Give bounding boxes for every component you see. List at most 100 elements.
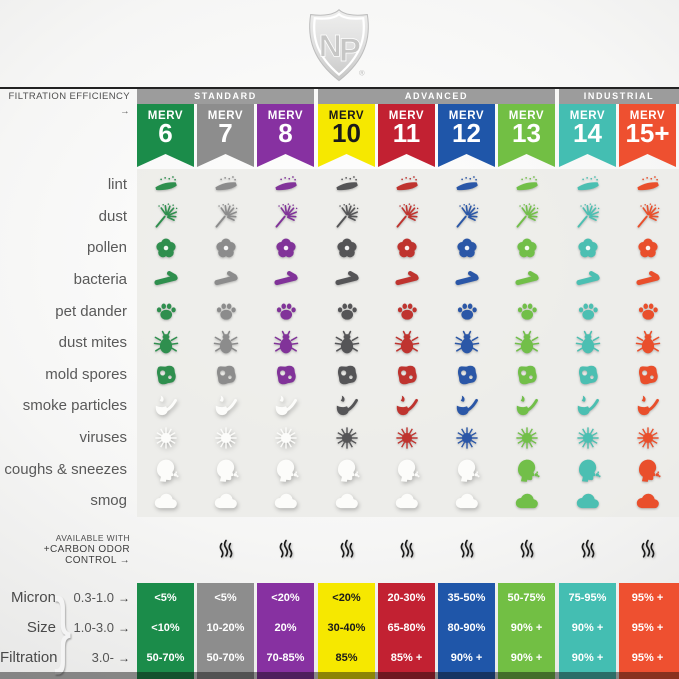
dust-icon <box>153 203 179 229</box>
bottom-shadow-bar <box>0 672 679 679</box>
dust-icon <box>213 203 239 229</box>
spec-row-label-micron: Micron <box>10 589 56 606</box>
merv-banner-12: MERV 12 <box>438 104 495 167</box>
dust-icon <box>635 203 661 229</box>
paw-icon <box>334 298 360 324</box>
merv-word: MERV <box>207 110 244 122</box>
lint-icon <box>635 172 661 198</box>
spec-value-merv-11-filtration: 85% + <box>390 652 423 664</box>
row-label-bacteria: bacteria <box>73 270 127 288</box>
sneeze-icon <box>153 457 179 483</box>
steam-icon <box>396 537 418 563</box>
spec-value-merv-11-micron: 20-30% <box>387 592 426 604</box>
steam-icon <box>456 537 478 563</box>
mite-icon <box>213 330 239 356</box>
np-shield-logo: N P ® <box>298 7 380 87</box>
virus-icon <box>273 425 299 451</box>
mold-icon <box>334 362 360 388</box>
group-band-standard: STANDARD <box>137 89 314 104</box>
cloud-icon <box>394 488 420 514</box>
spec-value-merv-10-micron: <20% <box>332 592 361 604</box>
spec-range-3: 3.0-10.0 <box>91 650 114 665</box>
spec-value-merv-6-micron: <5% <box>154 592 177 604</box>
mold-icon <box>514 362 540 388</box>
lint-icon <box>153 172 179 198</box>
cloud-icon <box>153 488 179 514</box>
pollen-icon <box>394 235 420 261</box>
pipe-icon <box>213 393 239 419</box>
pollen-icon <box>575 235 601 261</box>
paw-icon <box>394 298 420 324</box>
merv-word: MERV <box>569 110 606 122</box>
pollen-icon <box>514 235 540 261</box>
lint-icon <box>334 172 360 198</box>
virus-icon <box>514 425 540 451</box>
merv-word: MERV <box>448 110 485 122</box>
merv-number: 6 <box>158 118 173 148</box>
mite-icon <box>514 330 540 356</box>
mite-icon <box>273 330 299 356</box>
cloud-icon <box>575 488 601 514</box>
spec-value-merv-12-micron: 35-50% <box>447 592 486 604</box>
carbon-label-line2: +CARBON ODOR CONTROL → <box>43 544 130 566</box>
row-label-viruses: viruses <box>79 429 127 447</box>
bacteria-icon <box>273 267 299 293</box>
pollen-icon <box>334 235 360 261</box>
steam-icon <box>577 537 599 563</box>
mite-icon <box>153 330 179 356</box>
dust-icon <box>454 203 480 229</box>
virus-icon <box>213 425 239 451</box>
lint-icon <box>273 172 299 198</box>
merv-banner-6: MERV 6 <box>137 104 194 167</box>
spec-column-merv-10 <box>318 583 375 679</box>
merv-number: 11 <box>392 118 421 148</box>
mold-icon <box>454 362 480 388</box>
spec-value-merv-14-micron: 75-95% <box>568 592 607 604</box>
spec-value-merv-13-size: 90% + <box>510 622 543 634</box>
row-label-smog: smog <box>90 492 127 510</box>
steam-icon <box>637 537 659 563</box>
spec-value-merv-13-filtration: 90% + <box>510 652 543 664</box>
bacteria-icon <box>454 267 480 293</box>
spec-row-label-size: Size <box>26 619 56 636</box>
merv-banner-13: MERV 13 <box>498 104 555 167</box>
cloud-icon <box>273 488 299 514</box>
merv-number: 7 <box>218 118 233 148</box>
row-label-dust-mites: dust mites <box>58 334 127 352</box>
steam-icon <box>516 537 538 563</box>
sneeze-icon <box>334 457 360 483</box>
merv-word: MERV <box>267 110 304 122</box>
mite-icon <box>575 330 601 356</box>
mite-icon <box>454 330 480 356</box>
spec-column-merv-11 <box>378 583 435 679</box>
pipe-icon <box>334 393 360 419</box>
merv-banner-11: MERV 11 <box>378 104 435 167</box>
lint-icon <box>514 172 540 198</box>
mite-icon <box>394 330 420 356</box>
merv-number: 10 <box>332 118 361 148</box>
cloud-icon <box>213 488 239 514</box>
bacteria-icon <box>394 267 420 293</box>
row-label-dust: dust <box>98 207 127 225</box>
spec-brace: } <box>53 581 72 675</box>
merv-number: 13 <box>512 118 541 148</box>
spec-value-merv-7-micron: <5% <box>214 592 237 604</box>
pipe-icon <box>575 393 601 419</box>
paw-icon <box>635 298 661 324</box>
cloud-icon <box>454 488 480 514</box>
row-label-coughs-sneezes: coughs & sneezes <box>4 460 127 478</box>
merv-number: 12 <box>452 118 481 148</box>
group-band-advanced: ADVANCED <box>318 89 555 104</box>
pipe-icon <box>153 393 179 419</box>
pipe-icon <box>273 393 299 419</box>
bacteria-icon <box>635 267 661 293</box>
steam-icon <box>215 537 237 563</box>
merv-word: MERV <box>328 110 365 122</box>
dust-icon <box>514 203 540 229</box>
row-label-smoke-particles: smoke particles <box>22 397 127 415</box>
sneeze-icon <box>394 457 420 483</box>
dust-icon <box>273 203 299 229</box>
spec-value-merv-13-micron: 50-75% <box>507 592 546 604</box>
spec-column-merv-14 <box>559 583 616 679</box>
spec-value-merv-15-micron: 95% + <box>631 592 664 604</box>
